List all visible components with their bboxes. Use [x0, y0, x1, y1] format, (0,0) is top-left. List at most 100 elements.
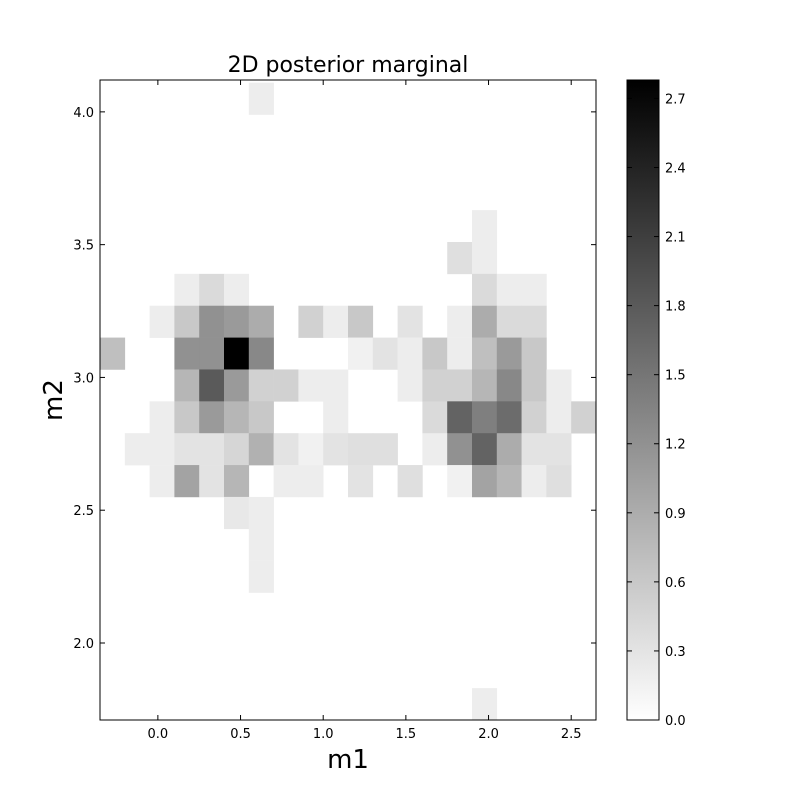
x-axis-label: m1: [327, 745, 369, 775]
heatmap-cell: [174, 369, 200, 402]
heatmap-cell: [174, 401, 200, 434]
heatmap-cell: [248, 369, 274, 402]
colorbar: [626, 79, 660, 721]
heatmap-cell: [323, 433, 349, 466]
x-tick-label: 1.0: [313, 727, 334, 742]
heatmap-cell: [546, 465, 572, 498]
heatmap-cell: [273, 433, 299, 466]
heatmap-cell: [224, 496, 250, 530]
heatmap-cell: [248, 401, 274, 434]
colorbar-tick-label: 2.1: [665, 231, 686, 246]
heatmap-cell: [496, 337, 522, 370]
colorbar-tick-label: 0.9: [665, 507, 686, 522]
heatmap-cell: [348, 305, 374, 338]
y-tick-label: 2.5: [73, 504, 94, 519]
heatmap-cell: [273, 465, 299, 498]
colorbar-tick-label: 0.3: [665, 645, 686, 660]
x-tick-label: 0.0: [148, 727, 169, 742]
heatmap-cell: [100, 337, 126, 370]
heatmap-cell: [224, 273, 250, 307]
heatmap-cell: [447, 337, 473, 370]
heatmap-cell: [496, 465, 522, 498]
heatmap-cell: [199, 273, 225, 307]
heatmap-cell: [546, 369, 572, 402]
heatmap-cell: [397, 305, 423, 338]
heatmap-cell: [348, 433, 374, 466]
heatmap-cell: [248, 528, 274, 561]
heatmap-cell: [546, 433, 572, 466]
heatmap-cell: [199, 369, 225, 402]
heatmap-cells: [100, 82, 597, 721]
heatmap-cell: [224, 305, 250, 338]
heatmap-cell: [422, 401, 448, 434]
heatmap-cell: [273, 369, 299, 402]
heatmap-cell: [472, 688, 498, 721]
heatmap-cell: [422, 337, 448, 370]
heatmap-cell: [199, 433, 225, 466]
heatmap-cell: [521, 401, 547, 434]
heatmap-cell: [472, 241, 498, 275]
heatmap-cell: [248, 496, 274, 530]
heatmap-cell: [521, 305, 547, 338]
heatmap-cell: [397, 337, 423, 370]
heatmap-cell: [521, 273, 547, 307]
chart-title: 2D posterior marginal: [228, 53, 469, 78]
heatmap-cell: [472, 210, 498, 243]
y-axis-label: m2: [39, 379, 69, 421]
heatmap-cell: [224, 465, 250, 498]
heatmap-cell: [224, 337, 250, 370]
heatmap-cell: [298, 369, 324, 402]
heatmap-cell: [496, 369, 522, 402]
x-tick-label: 2.5: [561, 727, 582, 742]
x-tick-label: 1.5: [396, 727, 417, 742]
heatmap-cell: [149, 465, 175, 498]
heatmap-cell: [174, 465, 200, 498]
heatmap-cell: [521, 369, 547, 402]
colorbar-tick-label: 2.4: [665, 161, 686, 176]
colorbar-tick-label: 0.6: [665, 576, 686, 591]
x-tick-label: 0.5: [230, 727, 251, 742]
heatmap-cell: [422, 433, 448, 466]
heatmap-cell: [323, 305, 349, 338]
heatmap-cell: [447, 305, 473, 338]
y-tick-label: 4.0: [73, 106, 94, 121]
heatmap-cell: [496, 401, 522, 434]
heatmap-cell: [199, 465, 225, 498]
colorbar-tick-label: 1.5: [665, 369, 686, 384]
heatmap-cell: [472, 273, 498, 307]
heatmap-cell: [224, 369, 250, 402]
heatmap-cell: [546, 401, 572, 434]
y-tick-label: 2.0: [73, 637, 94, 652]
heatmap-cell: [323, 369, 349, 402]
heatmap-cell: [472, 401, 498, 434]
heatmap-cell: [496, 305, 522, 338]
heatmap-cell: [199, 305, 225, 338]
heatmap-cell: [472, 433, 498, 466]
plot-frame: [99, 79, 597, 721]
heatmap-cell: [472, 337, 498, 370]
heatmap-cell: [521, 337, 547, 370]
x-ticks: 0.0 0.5 1.0 1.5 2.0 2.5: [148, 80, 582, 742]
heatmap-cell: [372, 433, 398, 466]
heatmap-cell: [447, 369, 473, 402]
heatmap-cell: [397, 465, 423, 498]
heatmap-cell: [496, 433, 522, 466]
heatmap-cell: [174, 337, 200, 370]
heatmap-cell: [298, 433, 324, 466]
heatmap-cell: [149, 401, 175, 434]
heatmap-cell: [298, 305, 324, 338]
heatmap-cell: [422, 369, 448, 402]
heatmap-cell: [571, 401, 597, 434]
heatmap-cell: [521, 465, 547, 498]
y-ticks: 2.0 2.5 3.0 3.5 4.0: [73, 106, 596, 652]
heatmap-cell: [348, 337, 374, 370]
heatmap-cell: [372, 337, 398, 370]
y-tick-label: 3.5: [73, 239, 94, 254]
y-tick-label: 3.0: [73, 371, 94, 386]
heatmap-cell: [298, 465, 324, 498]
heatmap-cell: [174, 433, 200, 466]
heatmap-cell: [447, 241, 473, 275]
heatmap-cell: [323, 401, 349, 434]
heatmap-cell: [149, 305, 175, 338]
